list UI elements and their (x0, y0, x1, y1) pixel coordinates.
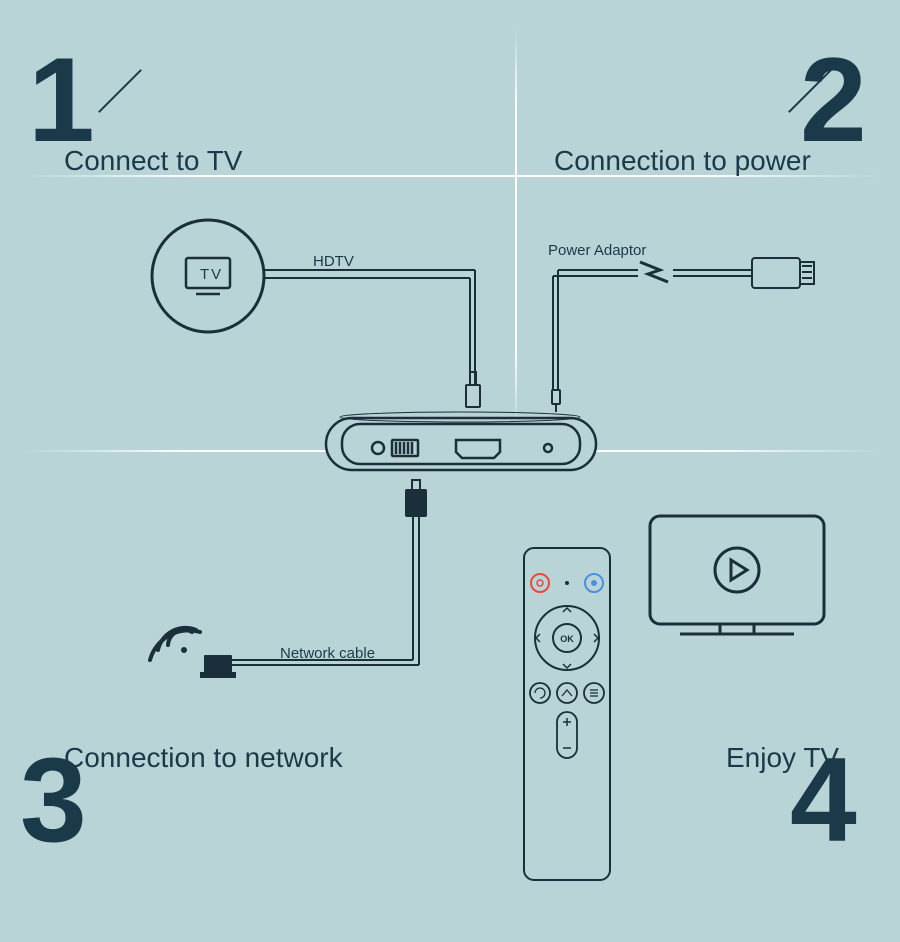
horizontal-divider-mid (20, 450, 880, 452)
hdtv-cable (264, 270, 480, 407)
step1-number: 1 (28, 40, 95, 160)
step1-title: Connect to TV (64, 145, 242, 177)
hdtv-label: HDTV (313, 253, 354, 270)
step3-title: Connection to network (64, 742, 343, 774)
diag-1 (98, 69, 142, 113)
diagram-illustration: OK (0, 0, 900, 942)
svg-text:OK: OK (560, 634, 574, 644)
power-adaptor-label: Power Adaptor (548, 242, 646, 259)
step4-title: Enjoy TV (726, 742, 839, 774)
remote-icon: OK (524, 548, 610, 880)
power-adaptor-icon (552, 258, 814, 412)
router-wifi-icon (150, 628, 236, 678)
vertical-divider-top (515, 28, 517, 428)
step2-number: 2 (800, 40, 867, 160)
tv-circle-label: TV (200, 266, 223, 283)
tvbox-icon (326, 412, 596, 470)
play-tv-icon (650, 516, 824, 634)
network-cable (232, 480, 426, 665)
network-cable-label: Network cable (280, 645, 375, 662)
step2-title: Connection to power (554, 145, 811, 177)
